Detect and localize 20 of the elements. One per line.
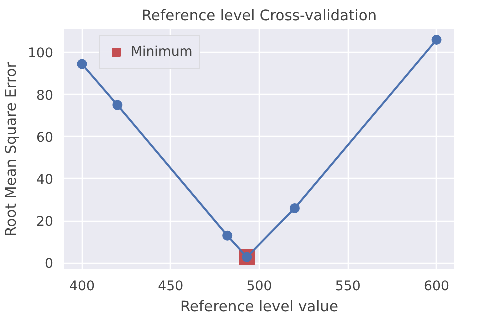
y-tick-label: 60 — [36, 130, 54, 146]
point — [290, 203, 300, 214]
y-tick-label: 80 — [36, 88, 54, 104]
x-tick-label: 600 — [424, 280, 450, 294]
x-tick-label: 550 — [335, 280, 361, 294]
point — [222, 230, 233, 241]
x-tick-label: 500 — [246, 280, 272, 294]
x-tick-label: 450 — [158, 280, 184, 294]
y-tick-label: 100 — [28, 46, 54, 62]
y-tick-label: 20 — [36, 215, 54, 230]
point — [77, 59, 88, 70]
legend-label: Minimum — [131, 44, 193, 60]
x-axis-title: Reference level value — [180, 298, 339, 316]
y-tick-label: 0 — [45, 257, 54, 272]
chart-title: Reference level Cross-validation — [142, 8, 378, 24]
y-axis-title: Root Mean Square Error — [3, 61, 20, 237]
point — [432, 35, 442, 46]
x-tick-label: 400 — [70, 280, 95, 294]
point — [112, 100, 123, 110]
y-tick-label: 40 — [36, 172, 54, 188]
